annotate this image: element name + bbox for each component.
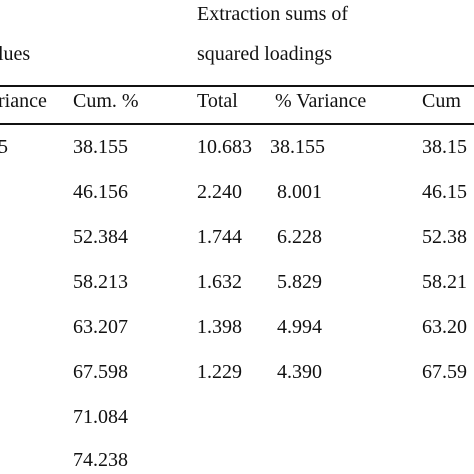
table-cell-total: 10.683 xyxy=(197,136,252,158)
table-cell-variance: 8.001 xyxy=(277,181,322,203)
table-cell-cum-partial: 38.15 xyxy=(422,136,467,158)
table-cell-left-cum: 58.213 xyxy=(73,271,128,293)
table-cell-left-cum: 67.598 xyxy=(73,361,128,383)
column-header-cum-partial: Cum xyxy=(422,90,461,112)
table-cell-left-cum: 38.155 xyxy=(73,136,128,158)
table-cell-cum-partial: 52.38 xyxy=(422,226,467,248)
table-cell-left-cum: 52.384 xyxy=(73,226,128,248)
table-cell-variance: 6.228 xyxy=(277,226,322,248)
table-cell-total: 1.632 xyxy=(197,271,242,293)
column-header-left-cum: Cum. % xyxy=(73,90,139,112)
group-header-extraction-line2: squared loadings xyxy=(197,43,332,65)
column-header-left-variance-partial: riance xyxy=(0,90,47,112)
table-cell-left-partial: 5 xyxy=(0,136,8,158)
header-top-rule xyxy=(0,85,474,87)
table-cell-cum-partial: 63.20 xyxy=(422,316,467,338)
table-cell-variance: 4.390 xyxy=(277,361,322,383)
table-cell-cum-partial: 58.21 xyxy=(422,271,467,293)
column-header-total: Total xyxy=(197,90,238,112)
table-cell-variance: 38.155 xyxy=(270,136,325,158)
table-cell-total: 2.240 xyxy=(197,181,242,203)
table-cell-cum-partial: 67.59 xyxy=(422,361,467,383)
group-header-left-partial: lues xyxy=(0,43,31,65)
table-cell-cum-partial: 46.15 xyxy=(422,181,467,203)
table-cell-total: 1.398 xyxy=(197,316,242,338)
table-cell-left-cum: 63.207 xyxy=(73,316,128,338)
table-cell-left-cum: 71.084 xyxy=(73,406,128,428)
table-cell-total: 1.744 xyxy=(197,226,242,248)
header-bottom-rule xyxy=(0,123,474,125)
table-cell-variance: 4.994 xyxy=(277,316,322,338)
table-cell-left-cum: 74.238 xyxy=(73,449,128,471)
group-header-extraction-line1: Extraction sums of xyxy=(197,3,349,25)
table-cell-total: 1.229 xyxy=(197,361,242,383)
table-cell-left-cum: 46.156 xyxy=(73,181,128,203)
table-cell-variance: 5.829 xyxy=(277,271,322,293)
column-header-variance: % Variance xyxy=(275,90,367,112)
